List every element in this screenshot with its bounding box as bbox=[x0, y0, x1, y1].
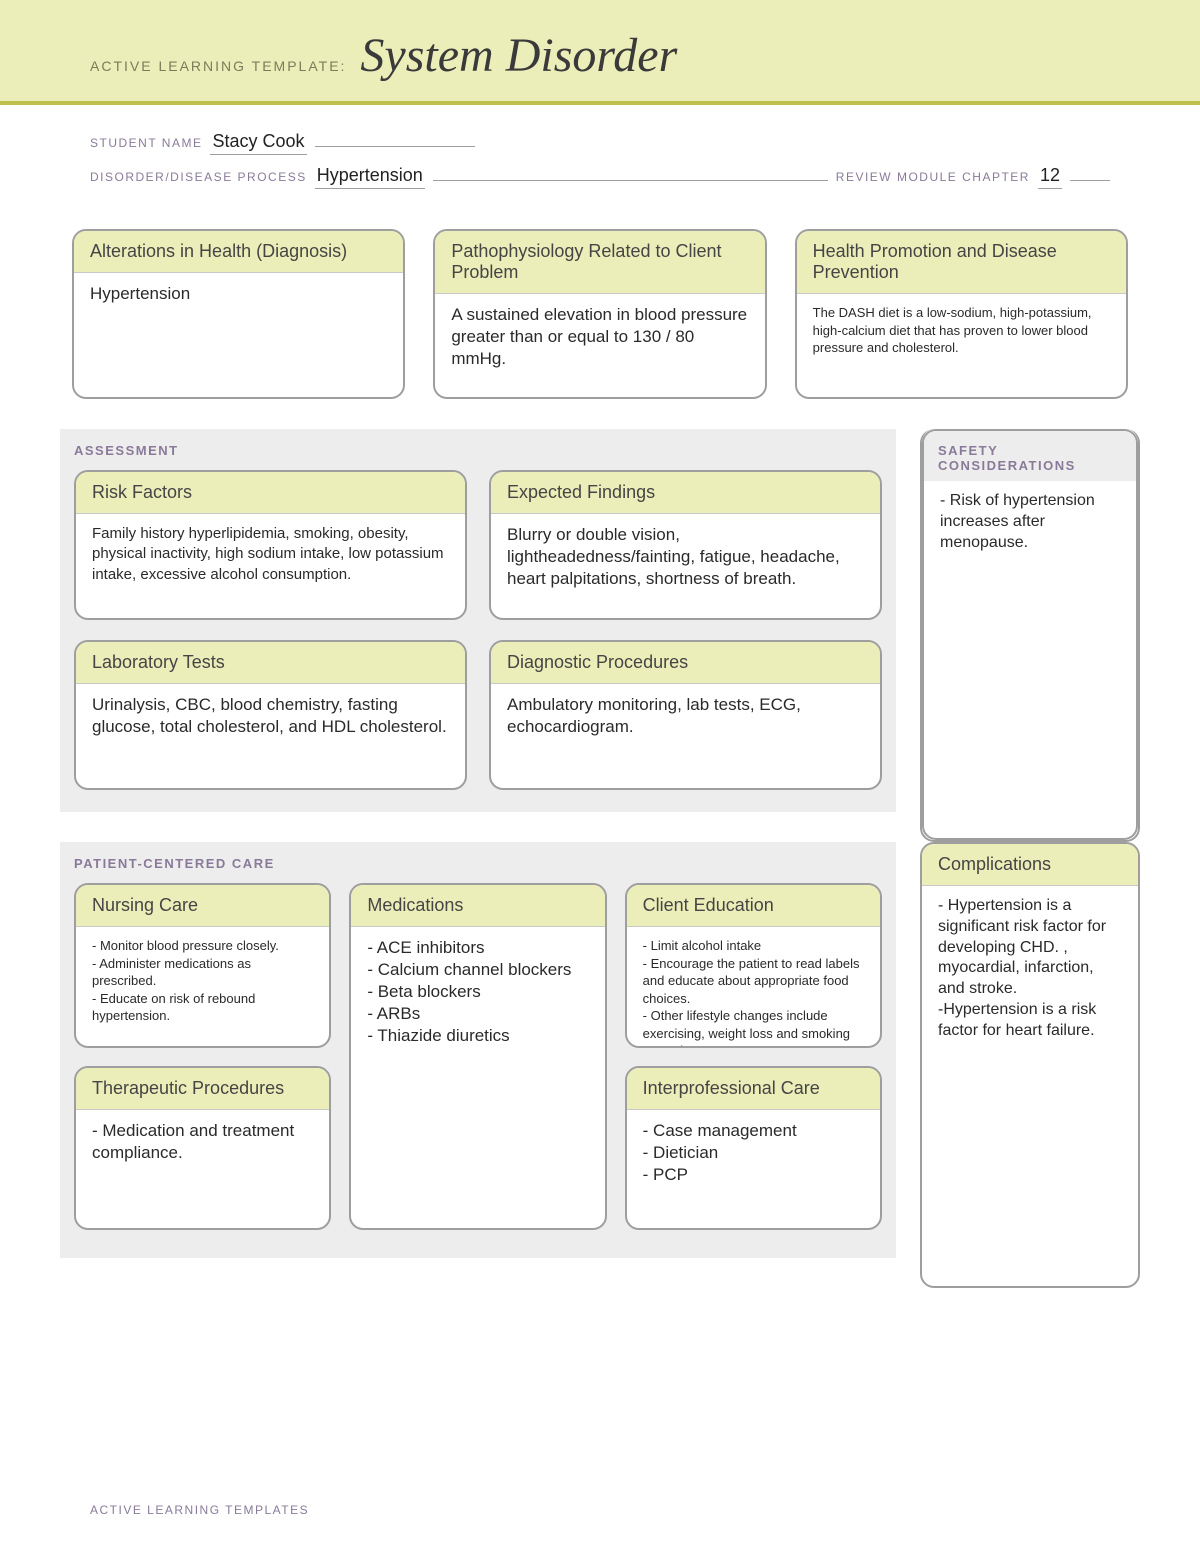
interprof-title: Interprofessional Care bbox=[627, 1068, 880, 1110]
nursing-body: - Monitor blood pressure closely. - Admi… bbox=[76, 927, 329, 1046]
footer: ACTIVE LEARNING TEMPLATES bbox=[90, 1503, 309, 1517]
patho-card: Pathophysiology Related to Client Proble… bbox=[433, 229, 766, 399]
assessment-label: ASSESSMENT bbox=[74, 443, 882, 458]
nursing-title: Nursing Care bbox=[76, 885, 329, 927]
therapeutic-body: - Medication and treatment compliance. bbox=[76, 1110, 329, 1229]
risk-body: Family history hyperlipidemia, smoking, … bbox=[76, 514, 465, 618]
interprof-body: - Case management - Dietician - PCP bbox=[627, 1110, 880, 1229]
therapeutic-card: Therapeutic Procedures - Medication and … bbox=[74, 1066, 331, 1231]
lab-body: Urinalysis, CBC, blood chemistry, fastin… bbox=[76, 684, 465, 788]
health-promo-card: Health Promotion and Disease Prevention … bbox=[795, 229, 1128, 399]
student-name-value: Stacy Cook bbox=[210, 131, 306, 155]
diag-title: Diagnostic Procedures bbox=[491, 642, 880, 684]
chapter-value: 12 bbox=[1038, 165, 1062, 189]
disorder-label: DISORDER/DISEASE PROCESS bbox=[90, 170, 307, 184]
alterations-body: Hypertension bbox=[74, 273, 403, 397]
banner: ACTIVE LEARNING TEMPLATE: System Disorde… bbox=[0, 0, 1200, 105]
underline bbox=[1070, 180, 1110, 181]
nursing-card: Nursing Care - Monitor blood pressure cl… bbox=[74, 883, 331, 1048]
safety-body: - Risk of hypertension increases after m… bbox=[922, 481, 1138, 840]
therapeutic-title: Therapeutic Procedures bbox=[76, 1068, 329, 1110]
banner-label: ACTIVE LEARNING TEMPLATE: bbox=[90, 58, 346, 74]
chapter-label: REVIEW MODULE CHAPTER bbox=[836, 170, 1030, 184]
expected-title: Expected Findings bbox=[491, 472, 880, 514]
diag-card: Diagnostic Procedures Ambulatory monitor… bbox=[489, 640, 882, 790]
assessment-section: ASSESSMENT Risk Factors Family history h… bbox=[60, 429, 896, 812]
top-row: Alterations in Health (Diagnosis) Hypert… bbox=[72, 229, 1128, 399]
complications-card: Complications - Hypertension is a signif… bbox=[920, 842, 1140, 1288]
risk-title: Risk Factors bbox=[76, 472, 465, 514]
student-name-label: STUDENT NAME bbox=[90, 136, 202, 150]
safety-label: SAFETY CONSIDERATIONS bbox=[924, 431, 1136, 481]
expected-body: Blurry or double vision, lightheadedness… bbox=[491, 514, 880, 618]
safety-card: SAFETY CONSIDERATIONS - Risk of hyperten… bbox=[920, 429, 1140, 842]
pcc-label: PATIENT-CENTERED CARE bbox=[74, 856, 882, 871]
complications-title: Complications bbox=[922, 844, 1138, 886]
expected-card: Expected Findings Blurry or double visio… bbox=[489, 470, 882, 620]
health-promo-body: The DASH diet is a low-sodium, high-pota… bbox=[797, 294, 1126, 397]
lab-card: Laboratory Tests Urinalysis, CBC, blood … bbox=[74, 640, 467, 790]
meta-block: STUDENT NAME Stacy Cook DISORDER/DISEASE… bbox=[90, 131, 1110, 189]
client-ed-card: Client Education - Limit alcohol intake … bbox=[625, 883, 882, 1048]
alterations-card: Alterations in Health (Diagnosis) Hypert… bbox=[72, 229, 405, 399]
complications-body: - Hypertension is a significant risk fac… bbox=[922, 886, 1138, 1286]
pcc-row: PATIENT-CENTERED CARE Nursing Care - Mon… bbox=[60, 842, 1140, 1288]
underline bbox=[433, 180, 828, 181]
client-ed-body: - Limit alcohol intake - Encourage the p… bbox=[627, 927, 880, 1048]
health-promo-title: Health Promotion and Disease Prevention bbox=[797, 231, 1126, 294]
pcc-section: PATIENT-CENTERED CARE Nursing Care - Mon… bbox=[60, 842, 896, 1258]
assessment-row: ASSESSMENT Risk Factors Family history h… bbox=[60, 429, 1140, 842]
underline bbox=[315, 146, 475, 147]
meds-card: Medications - ACE inhibitors - Calcium c… bbox=[349, 883, 606, 1230]
interprof-card: Interprofessional Care - Case management… bbox=[625, 1066, 882, 1231]
meds-title: Medications bbox=[351, 885, 604, 927]
risk-card: Risk Factors Family history hyperlipidem… bbox=[74, 470, 467, 620]
client-ed-title: Client Education bbox=[627, 885, 880, 927]
patho-body: A sustained elevation in blood pressure … bbox=[435, 294, 764, 397]
disorder-value: Hypertension bbox=[315, 165, 425, 189]
meds-body: - ACE inhibitors - Calcium channel block… bbox=[351, 927, 604, 1228]
lab-title: Laboratory Tests bbox=[76, 642, 465, 684]
diag-body: Ambulatory monitoring, lab tests, ECG, e… bbox=[491, 684, 880, 788]
alterations-title: Alterations in Health (Diagnosis) bbox=[74, 231, 403, 273]
patho-title: Pathophysiology Related to Client Proble… bbox=[435, 231, 764, 294]
banner-title: System Disorder bbox=[360, 28, 677, 83]
